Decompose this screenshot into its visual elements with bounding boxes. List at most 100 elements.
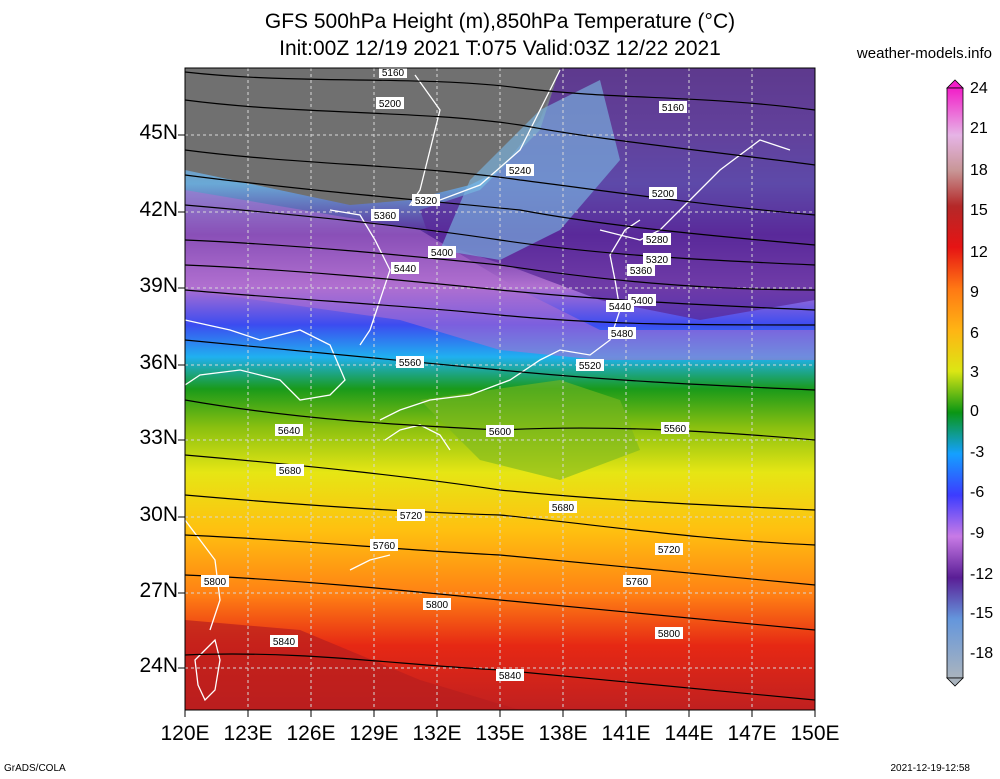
- contour-label: 5440: [394, 264, 417, 275]
- lon-label: 132E: [412, 722, 462, 745]
- lat-label: 39N: [139, 274, 178, 297]
- contour-label-box: [659, 101, 687, 113]
- lon-label: 141E: [601, 722, 651, 745]
- contour-label-box: [623, 575, 651, 587]
- colorbar-label: 0: [970, 403, 979, 420]
- lat-label: 36N: [139, 351, 178, 374]
- contour-label-box: [627, 264, 655, 276]
- contour-label: 5600: [489, 427, 512, 438]
- contour-label: 5360: [630, 266, 653, 277]
- lon-label: 147E: [727, 722, 777, 745]
- lon-label: 150E: [790, 722, 840, 745]
- contour-label: 5360: [374, 211, 397, 222]
- contour-label-box: [655, 543, 683, 555]
- colorbar-label: 24: [970, 80, 988, 97]
- contour-label: 5840: [499, 671, 522, 682]
- contour-label: 5320: [415, 196, 438, 207]
- lon-label: 126E: [286, 722, 336, 745]
- colorbar-label: 21: [970, 120, 988, 137]
- contour-label-box: [428, 246, 456, 258]
- colorbar-label: -9: [970, 525, 985, 542]
- contour-label: 5560: [664, 424, 687, 435]
- contour-label: 5720: [658, 545, 681, 556]
- contour-label-box: [270, 635, 298, 647]
- colorbar-label: -18: [970, 645, 994, 662]
- generated-timestamp: 2021-12-19-12:58: [890, 763, 970, 774]
- lat-label: 33N: [139, 426, 178, 449]
- colorbar-label: -3: [970, 444, 985, 461]
- lat-label: 45N: [139, 121, 178, 144]
- contour-label-box: [397, 509, 425, 521]
- lon-label: 135E: [475, 722, 525, 745]
- contour-label: 5560: [399, 358, 422, 369]
- contour-label: 5280: [646, 235, 669, 246]
- contour-label: 5760: [373, 541, 396, 552]
- contour-label-box: [379, 68, 407, 78]
- lat-label: 42N: [139, 198, 178, 221]
- contour-label-box: [376, 97, 404, 109]
- contour-label: 5800: [658, 629, 681, 640]
- contour-label-box: [370, 539, 398, 551]
- colorbar-label: 15: [970, 202, 988, 219]
- contour-label-box: [655, 627, 683, 639]
- colorbar-label: 3: [970, 364, 979, 381]
- contour-label-box: [201, 575, 229, 587]
- contour-label-box: [396, 356, 424, 368]
- contour-label-box: [391, 262, 419, 274]
- contour-label-box: [275, 424, 303, 436]
- contour-label: 5480: [611, 329, 634, 340]
- contour-label: 5200: [652, 189, 675, 200]
- colorbar-label: -15: [970, 605, 994, 622]
- grads-credit: GrADS/COLA: [4, 763, 66, 774]
- colorbar-label: 18: [970, 162, 988, 179]
- lat-label: 27N: [139, 579, 178, 602]
- contour-label: 5680: [279, 466, 302, 477]
- colorbar-label: -6: [970, 484, 985, 501]
- map-title-line2: Init:00Z 12/19 2021 T:075 Valid:03Z 12/2…: [279, 37, 721, 60]
- contour-label: 5400: [431, 248, 454, 259]
- contour-label: 5320: [646, 255, 669, 266]
- colorbar-label: 12: [970, 244, 988, 261]
- lat-label: 24N: [139, 654, 178, 677]
- contour-label-box: [423, 598, 451, 610]
- contour-label: 5520: [579, 361, 602, 372]
- contour-label: 5680: [552, 503, 575, 514]
- contour-label-box: [649, 187, 677, 199]
- contour-label: 5200: [379, 99, 402, 110]
- contour-label: 5640: [278, 426, 301, 437]
- contour-label-box: [606, 300, 634, 312]
- contour-label: 5240: [509, 166, 532, 177]
- contour-label-box: [276, 464, 304, 476]
- contour-label-box: [576, 359, 604, 371]
- map-title-line1: GFS 500hPa Height (m),850hPa Temperature…: [264, 10, 736, 33]
- contour-label-box: [371, 209, 399, 221]
- contour-label-box: [549, 501, 577, 513]
- contour-label-box: [661, 422, 689, 434]
- contour-label-box: [643, 233, 671, 245]
- colorbar-label: -12: [970, 566, 994, 583]
- contour-label-box: [486, 425, 514, 437]
- contour-label: 5720: [400, 511, 423, 522]
- lon-label: 123E: [223, 722, 273, 745]
- colorbar: [946, 79, 964, 687]
- contour-label: 5440: [609, 302, 632, 313]
- lon-label: 138E: [538, 722, 588, 745]
- contour-label: 5400: [631, 296, 654, 307]
- colorbar-label: 9: [970, 284, 979, 301]
- contour-label-box: [496, 669, 524, 681]
- site-credit: weather-models.info: [856, 45, 992, 62]
- contour-label-box: [628, 294, 656, 306]
- contour-label: 5760: [626, 577, 649, 588]
- contour-label: 5800: [426, 600, 449, 611]
- lon-label: 120E: [160, 722, 210, 745]
- contour-label-box: [643, 253, 671, 265]
- contour-label-box: [608, 327, 636, 339]
- contour-label: 5160: [662, 103, 685, 114]
- contour-label: 5840: [273, 637, 296, 648]
- contour-label-box: [506, 164, 534, 176]
- contour-label: 5160: [382, 68, 405, 79]
- lon-label: 129E: [349, 722, 399, 745]
